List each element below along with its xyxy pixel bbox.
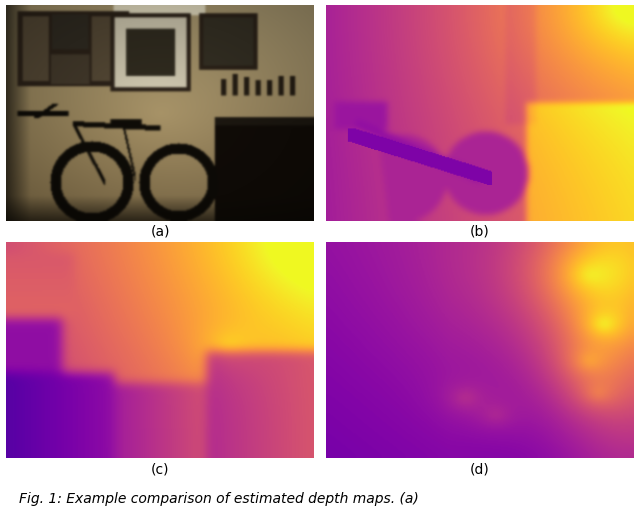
- X-axis label: (d): (d): [470, 462, 490, 476]
- X-axis label: (b): (b): [470, 225, 490, 239]
- X-axis label: (a): (a): [150, 225, 170, 239]
- Text: Fig. 1: Example comparison of estimated depth maps. (a): Fig. 1: Example comparison of estimated …: [19, 492, 419, 506]
- X-axis label: (c): (c): [151, 462, 170, 476]
